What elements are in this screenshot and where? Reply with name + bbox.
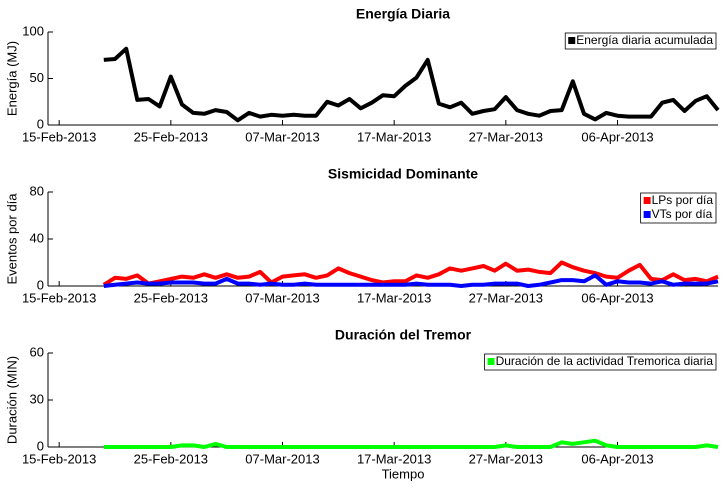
- y-tick-label: 30: [30, 391, 44, 406]
- x-tick-label: 15-Feb-2013: [22, 451, 96, 466]
- y-tick-label: 80: [30, 183, 44, 198]
- x-tick-label: 07-Mar-2013: [245, 451, 319, 466]
- series-line: [103, 273, 719, 288]
- series-line: [103, 46, 720, 123]
- x-tick-label: 27-Mar-2013: [469, 290, 543, 305]
- legend-box: [484, 353, 717, 371]
- legend-label: VTs por día: [652, 207, 713, 221]
- y-tick-label: 50: [30, 70, 44, 85]
- x-tick-label: 15-Feb-2013: [22, 129, 96, 144]
- x-tick-label: 06-Apr-2013: [581, 451, 653, 466]
- legend: Duración de la actividad Tremorica diari…: [484, 353, 717, 371]
- chart-title: Energía Diaria: [356, 6, 450, 22]
- y-tick-label: 100: [22, 23, 44, 38]
- series-line: [102, 260, 719, 287]
- y-tick-label: 0: [37, 438, 44, 453]
- y-tick-label: 0: [37, 277, 44, 292]
- x-tick-label: 25-Feb-2013: [134, 129, 208, 144]
- x-tick-label: 17-Mar-2013: [357, 290, 431, 305]
- legend-label: Energía diaria acumulada: [576, 33, 713, 47]
- x-tick-label: 07-Mar-2013: [245, 129, 319, 144]
- x-tick-label: 25-Feb-2013: [134, 451, 208, 466]
- legend-swatch: [643, 197, 651, 204]
- legend-label: Duración de la actividad Tremorica diari…: [496, 354, 714, 368]
- x-tick-label: 06-Apr-2013: [581, 129, 653, 144]
- chart-title: Sismicidad Dominante: [328, 166, 478, 182]
- legend-swatch: [487, 358, 495, 365]
- y-tick-label: 40: [30, 230, 44, 245]
- x-tick-label: 27-Mar-2013: [469, 129, 543, 144]
- x-tick-label: 17-Mar-2013: [357, 451, 431, 466]
- x-tick-label: 25-Feb-2013: [134, 290, 208, 305]
- y-axis-label: Energía (MJ): [4, 41, 19, 116]
- legend-box: [640, 192, 717, 224]
- legend: Energía diaria acumulada: [564, 32, 717, 50]
- legend-box: [564, 32, 717, 50]
- chart-title: Duración del Tremor: [335, 327, 472, 343]
- x-tick-label: 07-Mar-2013: [245, 290, 319, 305]
- y-axis-label: Duración (MIN): [4, 356, 19, 444]
- y-tick-label: 0: [37, 116, 44, 131]
- y-tick-label: 60: [30, 344, 44, 359]
- legend-label: LPs por día: [652, 193, 714, 207]
- series-line: [103, 438, 719, 449]
- x-axis-label: Tiempo: [382, 466, 425, 481]
- x-tick-label: 15-Feb-2013: [22, 290, 96, 305]
- x-tick-label: 17-Mar-2013: [357, 129, 431, 144]
- x-tick-label: 06-Apr-2013: [581, 290, 653, 305]
- y-axis-label: Eventos por día: [4, 193, 19, 285]
- x-tick-label: 27-Mar-2013: [469, 451, 543, 466]
- legend-swatch: [568, 37, 576, 44]
- legend-swatch: [643, 211, 651, 218]
